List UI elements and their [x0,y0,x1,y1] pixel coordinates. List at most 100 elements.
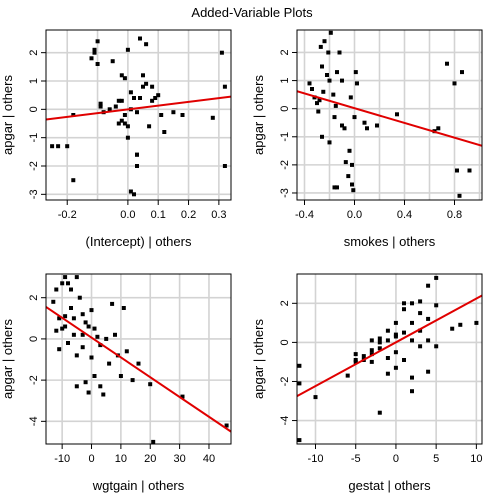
data-point [426,369,431,374]
data-point [135,152,139,157]
x-tick-label: 5 [433,453,439,465]
data-point [355,81,359,86]
data-point [340,78,344,83]
data-point [426,283,431,288]
data-point [128,90,133,95]
data-point [450,326,455,331]
data-point [95,39,100,44]
data-point [98,343,103,348]
data-point [402,330,406,335]
data-point [222,84,227,89]
data-point [116,121,121,126]
x-tick-label: 0.0 [120,209,135,221]
data-point [144,42,149,47]
y-tick-label: 2 [279,49,291,55]
data-point [110,301,115,306]
panel-2: -0.4 0.0 0.4 0.8 -3 -2 -1 0 1 2 smokes | others apg… [251,29,483,249]
y-tick-label: -2 [279,377,291,387]
x-tick-label: 0.8 [447,209,462,221]
data-point [297,363,302,368]
x-tick-label: 10 [470,453,482,465]
x-tick-label: -5 [351,453,361,465]
data-point [467,168,472,173]
data-point [350,162,354,167]
data-point [57,316,62,321]
data-point [121,306,126,310]
data-point [66,281,70,286]
data-point [132,192,136,197]
data-point [80,345,85,350]
data-point [377,336,382,341]
data-point [113,332,117,337]
data-point [320,64,324,69]
data-point [377,410,382,415]
data-point [156,93,161,98]
data-point [445,61,449,66]
data-point [346,174,351,179]
data-point [180,113,185,117]
data-point [402,307,406,312]
x-tick-label: -0.4 [295,209,314,221]
data-point [315,101,319,106]
data-point [297,381,302,386]
data-point [159,113,164,117]
data-point [89,56,94,61]
y-tick-label: -1 [279,132,291,142]
data-point [331,92,336,97]
x-tick-label: 40 [203,453,215,465]
data-point [136,361,141,366]
data-point [365,126,369,131]
data-point [353,70,358,75]
data-point [393,365,398,370]
y-axis-label: apgar | others [251,75,266,155]
panel-3: -10 0 10 20 30 40 -4 -2 0 2 wgtgain | others apgar … [0,273,232,493]
data-point [147,124,152,129]
data-point [343,160,348,165]
data-point [162,130,167,134]
data-point [335,70,339,75]
data-point [410,338,414,343]
data-point [119,73,124,78]
data-point [144,81,149,86]
y-axis-label: apgar | others [0,319,15,399]
y-tick-label: 0 [279,339,291,345]
data-point [74,384,79,389]
data-point [316,109,321,114]
x-axis-label: (Intercept) | others [86,234,192,249]
data-point [148,382,153,387]
data-point [342,126,347,131]
data-point [122,121,127,126]
x-tick-label: 0 [393,453,399,465]
data-point [57,347,62,352]
data-point [56,144,61,149]
data-point [377,340,382,345]
y-tick-label: 0 [279,106,291,112]
data-point [92,50,97,55]
data-point [71,113,76,117]
x-tick-label: 20 [144,453,156,465]
data-point [457,193,462,198]
data-point [98,101,103,106]
data-point [410,375,414,380]
data-point [74,275,79,280]
data-point [219,50,224,55]
data-point [92,374,97,378]
data-point [80,312,85,317]
x-tick-label: 0.4 [397,209,412,221]
data-point [337,50,342,55]
data-point [210,115,215,120]
data-point [369,348,374,353]
data-point [89,355,94,360]
data-point [54,328,59,333]
data-point [361,354,366,359]
y-tick-label: 0 [28,336,40,342]
plot-frame [296,273,483,445]
data-point [130,378,135,383]
data-point [395,112,399,117]
regression-line [297,294,482,398]
data-point [345,373,350,378]
data-point [393,320,398,325]
data-point [402,301,406,306]
y-tick-label: -2 [279,160,291,170]
data-point [333,103,338,108]
